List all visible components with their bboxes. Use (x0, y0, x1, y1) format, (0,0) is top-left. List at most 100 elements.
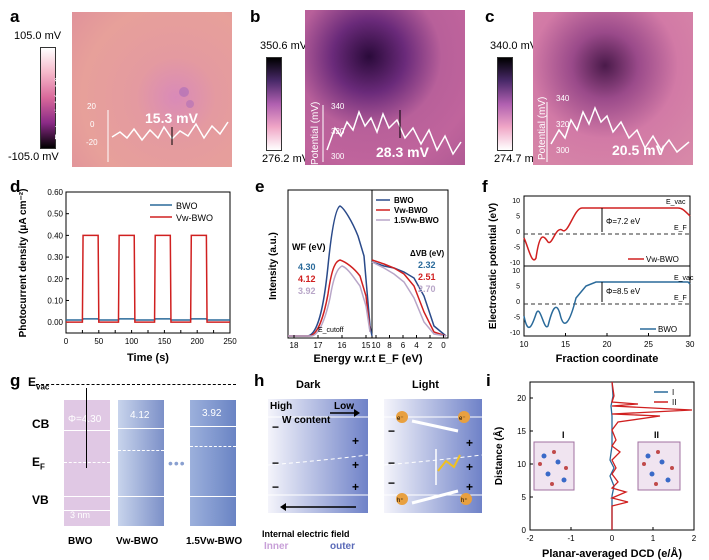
afm-map-a (72, 12, 232, 167)
xlabel-f: Fraction coordinate (556, 353, 659, 365)
diagram-h: − − − + + + − − − + + + e⁻ e⁻ h⁺ h⁺ (267, 399, 483, 513)
xtick-d-label: 200 (191, 337, 205, 346)
ytick-f-top: 0 (516, 229, 520, 236)
legend-e-vw: Vw-BWO (394, 206, 428, 215)
series-d-1 (66, 234, 230, 323)
wf-vw15: 3.92 (298, 286, 316, 296)
legend-e-bwo: BWO (394, 196, 414, 205)
xtick-e-label: 6 (401, 341, 406, 350)
wf-title: WF (eV) (292, 242, 326, 252)
wf-bwo: 4.30 (298, 262, 316, 272)
panel-letter-e: e (255, 177, 265, 196)
xtick-e-label: 10 (372, 341, 381, 350)
ytick-i-label: 0 (522, 526, 527, 535)
ytick-i-label: 15 (517, 427, 526, 436)
minus-h-5: − (388, 456, 395, 470)
ytick-f-bottom: -5 (514, 315, 520, 322)
xtick-d-label: 150 (158, 337, 172, 346)
dvb-bwo: 2.32 (418, 260, 436, 270)
ytick-i-label: 5 (522, 493, 527, 502)
chart-d: 0.00 0.10 0.20 0.30 0.40 0.50 0.60 0 50 100 150 20… (18, 188, 237, 364)
ytick-f-top: 10 (512, 198, 520, 205)
wf-g-vw15: 3.92 (202, 408, 222, 419)
evac-f-top: E_vac (666, 199, 686, 206)
inset-ii-label: II (654, 430, 659, 440)
xtick-e-label: 2 (428, 341, 433, 350)
xtick-e-label: 8 (387, 341, 392, 350)
ef-f-top: E_F (674, 225, 687, 232)
ytick-i-label: 20 (517, 394, 526, 403)
ytick-f-top: 5 (516, 214, 520, 221)
minus-h-4: − (388, 424, 395, 438)
curve-f-vw (523, 207, 691, 261)
cbar-c-top: 340.0 mV (490, 40, 538, 52)
phi-f-bottom: Φ=8.5 eV (606, 287, 641, 296)
legend-d-vw: Vw-BWO (176, 213, 213, 223)
cbar-b-bottom: 276.2 mV (262, 153, 310, 165)
tick-b-2: 320 (331, 127, 345, 136)
name-g-vw15: 1.5Vw-BWO (186, 536, 243, 547)
curve-e-vw15-left (288, 265, 371, 337)
curve-i-II (609, 381, 693, 530)
colorbar-c (497, 57, 513, 151)
curve-f-bwo (523, 281, 691, 329)
plus-h-1: + (352, 434, 359, 448)
curve-e-vw-right (371, 259, 447, 337)
panel-letter-f: f (482, 177, 488, 196)
ytick-d-label: 0.20 (47, 275, 63, 284)
xtick-i-label: -2 (526, 534, 534, 543)
band-vw: 4.12 (118, 400, 164, 526)
panel-letter-i: i (486, 371, 491, 390)
ytick-f-bottom: 0 (516, 299, 520, 306)
series-d-0 (66, 318, 230, 321)
cutoff-label: E_cutoff (318, 327, 344, 334)
legend-e-vw15: 1.5Vw-BWO (394, 216, 439, 225)
label-field: Internal electric field (262, 529, 350, 539)
label-dark: Dark (296, 379, 321, 391)
tick-b-1: 340 (331, 102, 345, 111)
plus-h-4: + (466, 436, 473, 450)
xtick-e-label: 4 (414, 341, 419, 350)
label-light: Light (412, 379, 439, 391)
curve-i-I (609, 381, 615, 530)
vb-label: VB (32, 493, 49, 507)
chart-e: WF (eV) 4.30 4.12 3.92 E_cutoff ΔVB (eV)… (268, 189, 449, 365)
label-low: Low (334, 401, 354, 412)
xtick-f-label: 20 (603, 340, 612, 349)
plus-h-3: + (352, 480, 359, 494)
xtick-e-label: 15 (362, 341, 371, 350)
colorbar-a (40, 47, 56, 149)
xtick-f-label: 30 (686, 340, 695, 349)
curve-e-vw-left (288, 259, 371, 337)
inset-i-label: I (562, 430, 565, 440)
ytick-f-bottom: 10 (512, 268, 520, 275)
xtick-i-label: -1 (567, 534, 575, 543)
xtick-e-label: 16 (338, 341, 347, 350)
xtick-d-label: 100 (125, 337, 139, 346)
annotation-c: 20.5 mV (612, 142, 665, 158)
panel-letter-c: c (485, 7, 495, 26)
xlabel-i: Planar-averaged DCD (e/Å) (542, 547, 682, 560)
label-outer: outer (330, 541, 355, 552)
xlabel-e: Energy w.r.t E_F (eV) (313, 353, 422, 365)
name-g-bwo: BWO (68, 536, 93, 547)
band-bwo: Φ=4.30 3 nm (64, 388, 110, 526)
xtick-f-label: 10 (520, 340, 529, 349)
panel-letter-h: h (254, 371, 265, 390)
ef-f-bottom: E_F (674, 295, 687, 302)
evac-line (36, 384, 236, 385)
plus-h-5: + (466, 460, 473, 474)
ytick-d-label: 0.60 (47, 188, 63, 197)
xtick-d-label: 0 (64, 337, 69, 346)
xtick-i-label: 2 (692, 534, 697, 543)
electron-h-1: e⁻ (397, 416, 404, 422)
dvb-title: ΔVB (eV) (410, 249, 445, 258)
hole-h-1: h⁺ (397, 497, 404, 504)
xtick-d-label: 250 (223, 337, 237, 346)
name-g-vw: Vw-BWO (116, 536, 159, 547)
ytick-f-bottom: -10 (510, 330, 520, 337)
ytick-d-label: 0.30 (47, 253, 63, 262)
tick-a-3: -20 (86, 138, 98, 147)
cbar-a-top: 105.0 mV (14, 30, 62, 42)
chart-f: Φ=7.2 eV Φ=8.5 eV E_vac E_F E_vac E_F Vw… (488, 195, 695, 365)
